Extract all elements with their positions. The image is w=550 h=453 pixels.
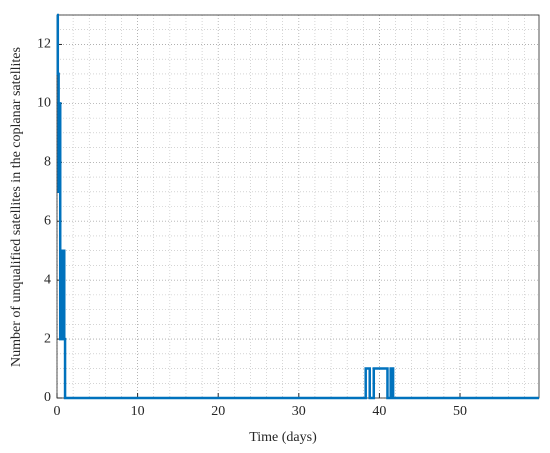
x-tick-label: 10	[131, 404, 145, 419]
data-line	[56, 13, 539, 400]
y-tick-label: 2	[44, 331, 51, 346]
x-tick-label: 50	[453, 404, 467, 419]
x-axis-label: Time (days)	[249, 430, 317, 445]
x-tick-label: 40	[372, 404, 386, 419]
y-axis-label: Number of unqualified satellites in the …	[9, 47, 24, 367]
x-tick-label: 20	[211, 404, 225, 419]
x-tick-label: 0	[54, 404, 61, 419]
y-tick-label: 12	[37, 37, 51, 52]
y-tick-label: 10	[37, 96, 51, 111]
y-tick-label: 6	[44, 213, 51, 228]
y-tick-label: 0	[44, 390, 51, 405]
x-tick-label: 30	[292, 404, 306, 419]
y-tick-label: 8	[44, 155, 51, 170]
y-tick-label: 4	[44, 272, 51, 287]
